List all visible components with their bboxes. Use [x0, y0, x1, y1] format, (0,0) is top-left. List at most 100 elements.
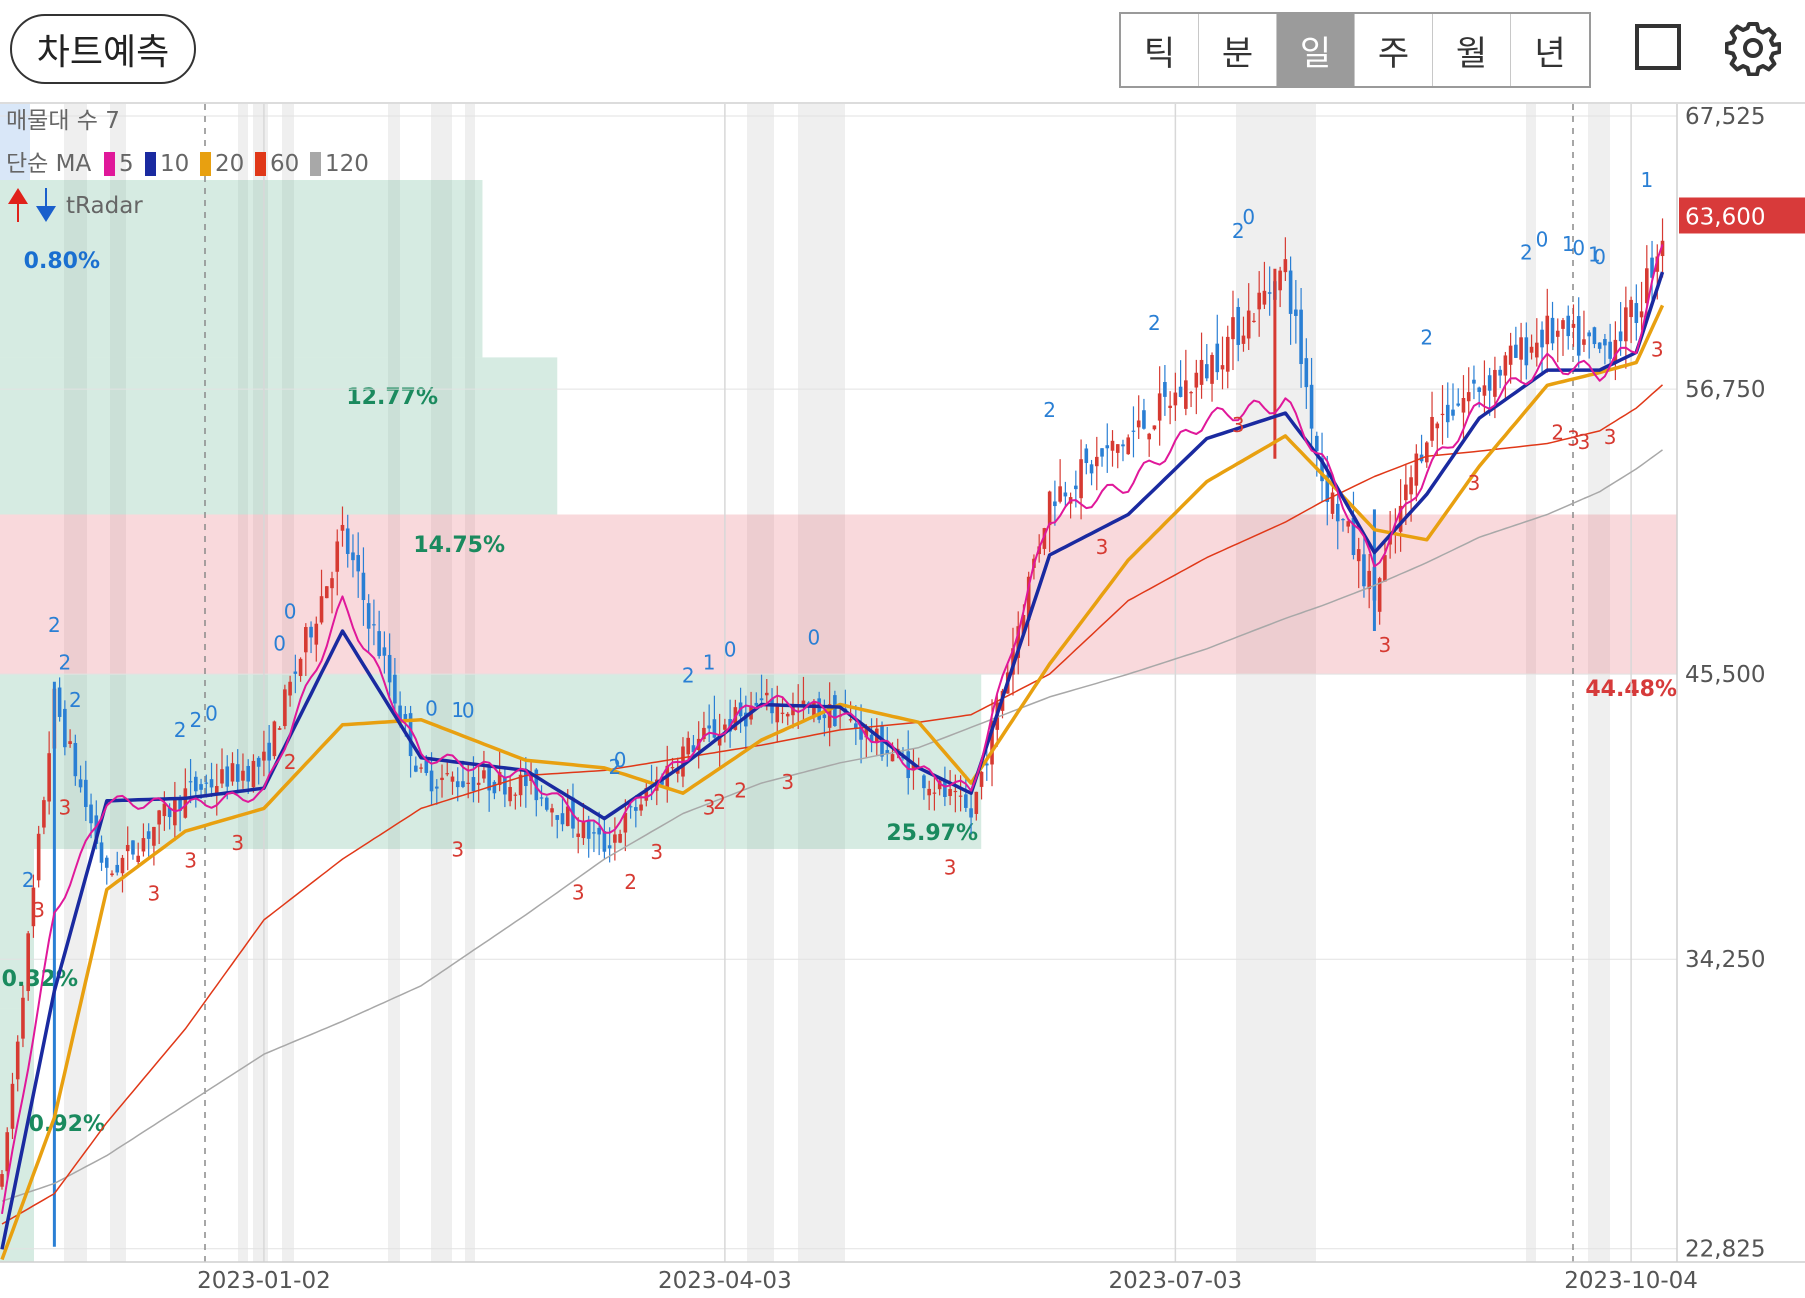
candle-body: [1540, 329, 1544, 348]
candle-body: [1555, 330, 1560, 337]
candle-body: [1466, 392, 1471, 402]
signal-label: 1: [1562, 232, 1575, 256]
square-icon[interactable]: [1635, 24, 1681, 70]
signal-label: 0: [808, 625, 821, 649]
candle-body: [1220, 365, 1225, 370]
tab-tick[interactable]: 틱: [1121, 14, 1199, 86]
signal-label: 0: [462, 698, 475, 722]
tab-month[interactable]: 월: [1433, 14, 1511, 86]
tab-week[interactable]: 주: [1355, 14, 1433, 86]
candle-body: [670, 767, 675, 769]
candle-body: [1121, 444, 1125, 447]
candle-body: [1189, 392, 1193, 394]
signal-label: 2: [1520, 241, 1533, 265]
candle-body: [476, 782, 481, 785]
tab-minute[interactable]: 분: [1199, 14, 1277, 86]
candle-body: [204, 782, 209, 784]
signal-label: 2: [1148, 311, 1161, 335]
price-chart[interactable]: 12.77%14.75%44.48%25.97%0.32%0.92%0.80%2…: [0, 104, 1805, 1294]
volume-profile-label: 0.80%: [24, 249, 100, 274]
signal-label: 0: [724, 638, 737, 662]
candle-body: [136, 855, 140, 863]
candle-body: [1597, 342, 1602, 349]
candle-body: [1147, 433, 1151, 440]
candle-body: [1650, 257, 1654, 278]
candle-body: [639, 804, 643, 811]
tab-year[interactable]: 년: [1534, 33, 1566, 74]
candle-body: [1498, 369, 1502, 376]
candle-body: [1351, 517, 1356, 556]
candle-body: [613, 834, 617, 843]
signal-label: 2: [69, 688, 82, 712]
candle-body: [508, 786, 512, 802]
chart-area[interactable]: 12.77% 14.75% 44.48% 25.97% 0.32% 0.92% 0.80% 2…: [0, 104, 1805, 1294]
candle-body: [984, 763, 989, 766]
signal-label: 2: [1551, 421, 1564, 445]
signal-label: 2: [624, 870, 637, 894]
candle-body: [618, 833, 622, 843]
candle-body: [434, 786, 439, 789]
candle-body: [1100, 448, 1104, 457]
candle-body: [1267, 292, 1272, 294]
signal-label: 0: [1536, 228, 1549, 252]
candle-body: [513, 794, 518, 796]
legend-ma-period: 60: [270, 151, 299, 177]
candle-body: [194, 776, 198, 792]
candle-body: [1571, 323, 1576, 328]
legend-ma-period: 5: [119, 151, 134, 177]
chart-predict-button[interactable]: 차트예측: [10, 14, 196, 84]
candle-body: [89, 804, 93, 824]
candle-body: [1613, 339, 1618, 364]
candle-body: [581, 820, 586, 839]
signal-label: 2: [58, 650, 71, 674]
candle-body: [1561, 320, 1565, 329]
candle-body: [1404, 484, 1408, 501]
shade-band: [238, 104, 248, 1262]
signal-label: 2: [1232, 219, 1245, 243]
candle-body: [5, 1132, 10, 1172]
candle-body: [1246, 310, 1251, 339]
shade-band: [282, 104, 294, 1262]
x-tick-label: 2023-07-03: [1109, 1268, 1243, 1293]
gear-icon[interactable]: [1725, 20, 1781, 76]
candle-body: [812, 701, 816, 717]
candle-body: [146, 831, 151, 839]
tab-day[interactable]: 일: [1277, 14, 1355, 86]
candle-body: [1660, 240, 1665, 257]
candle-body: [1257, 292, 1261, 310]
candle-body: [869, 734, 874, 743]
candle-body: [1639, 311, 1644, 318]
candle-body: [644, 788, 649, 801]
candle-body: [822, 714, 827, 719]
candle-body: [1304, 358, 1309, 388]
candle-body: [1430, 416, 1434, 441]
candle-body: [1482, 385, 1487, 396]
candle-body: [943, 779, 947, 797]
candle-body: [15, 1041, 20, 1080]
candle-body: [419, 767, 423, 769]
candle-body: [503, 777, 507, 795]
signal-label: 1: [1640, 168, 1653, 192]
candle-body: [403, 714, 408, 721]
candle-body: [450, 776, 455, 782]
candle-body: [214, 786, 219, 794]
candle-body: [958, 795, 963, 797]
candle-body: [1204, 364, 1209, 379]
candle-body: [429, 770, 434, 792]
candle-body: [382, 647, 387, 656]
candle-body: [340, 524, 345, 531]
signal-label: 3: [184, 848, 197, 872]
candle-body: [859, 726, 863, 740]
candle-body: [628, 806, 633, 808]
volume-profile: 12.77%14.75%44.48%25.97%0.32%0.92%0.80%: [0, 104, 1677, 1262]
candle-body: [272, 721, 277, 757]
candle-body: [293, 671, 298, 674]
candle-body: [241, 770, 245, 781]
candle-body: [890, 754, 895, 762]
candle-body: [969, 808, 973, 818]
candle-body: [1566, 315, 1571, 337]
candle-body: [1163, 382, 1167, 397]
candle-body: [125, 844, 130, 852]
volume-profile-bar: [0, 180, 483, 358]
candle-body: [1456, 403, 1461, 406]
